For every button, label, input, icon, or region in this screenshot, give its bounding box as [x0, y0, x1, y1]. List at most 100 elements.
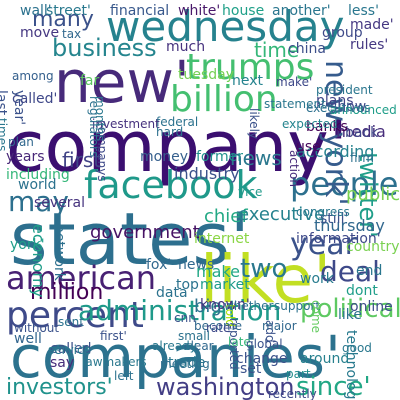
word: several [34, 195, 86, 211]
word: company' [6, 106, 348, 188]
word: people' [290, 165, 400, 203]
word: banks [306, 119, 348, 135]
word: year [290, 227, 357, 262]
word: first' [100, 329, 127, 343]
word: american [6, 259, 156, 297]
word: called [50, 341, 92, 357]
word: left [114, 369, 134, 383]
word: new' [54, 48, 190, 116]
word: thursday [314, 216, 385, 235]
word: called' [12, 91, 58, 107]
word: billion [170, 79, 278, 120]
word: market [200, 277, 250, 293]
word: among [12, 69, 54, 83]
word: time [254, 38, 300, 62]
word: chief [204, 206, 248, 227]
word: trumps [186, 47, 315, 88]
word: global [246, 337, 283, 351]
word: percent [6, 295, 144, 336]
word: former [196, 149, 244, 165]
word: show [330, 99, 367, 115]
word: political [300, 294, 400, 324]
word: lawmakers [82, 355, 147, 369]
word: next [232, 73, 264, 89]
word: china [288, 41, 326, 57]
word: service [48, 343, 91, 357]
word: made' [350, 17, 394, 33]
word: two [240, 254, 288, 284]
word: last [0, 90, 9, 116]
word: federal [156, 115, 199, 129]
word: network [51, 224, 67, 281]
word: months [93, 96, 107, 142]
word: business [52, 34, 157, 62]
word: white' [178, 3, 221, 19]
word: deal [320, 255, 380, 288]
word: million [30, 280, 104, 305]
word: plans [316, 93, 354, 109]
word: information' [296, 231, 381, 247]
word: still' [320, 211, 349, 227]
word: set [240, 361, 262, 377]
word: companies' [10, 323, 341, 391]
word: likely [247, 108, 261, 140]
word: make' [276, 75, 313, 89]
word: government [90, 222, 200, 243]
word: vice [238, 185, 263, 199]
word: york' [10, 237, 45, 253]
word: first [62, 148, 102, 172]
word: online [350, 299, 393, 315]
word: news' [178, 257, 219, 273]
word: late [228, 335, 251, 349]
word: expected [282, 117, 338, 131]
word: facebook [84, 163, 258, 207]
word: cnn [174, 311, 196, 325]
word: group [322, 25, 363, 41]
word: street' [46, 3, 91, 19]
word: back [345, 125, 379, 141]
word: come [309, 300, 323, 334]
word: recently [268, 387, 317, 400]
word: less' [348, 3, 379, 19]
word: tuesday [178, 67, 235, 83]
word: investors' [6, 375, 113, 400]
word: already [152, 339, 197, 353]
word: may [8, 185, 70, 218]
word: including [6, 167, 70, 183]
word: hard [156, 125, 184, 139]
word: public' [346, 184, 400, 205]
word: known' [200, 297, 250, 313]
word: plan [8, 135, 34, 149]
word: small [178, 329, 210, 343]
word: according [296, 142, 375, 161]
word: congress [296, 205, 350, 219]
word: major [262, 319, 297, 333]
word: well [14, 331, 42, 347]
word: top [176, 277, 199, 293]
word: administration [78, 294, 282, 327]
word: move [20, 25, 60, 41]
word: rate [206, 321, 231, 335]
word: end [356, 263, 383, 279]
word: work [300, 271, 334, 287]
word: trade [168, 355, 206, 371]
word: change [236, 351, 288, 367]
word: washington [156, 373, 295, 400]
word: fox' [146, 257, 172, 273]
word: use [296, 139, 321, 155]
word: rules' [350, 37, 389, 53]
word: states' [10, 197, 250, 281]
word: media [336, 122, 386, 141]
word: money [140, 149, 188, 165]
word: firm [350, 151, 374, 165]
word: like' [200, 241, 332, 318]
word: world [18, 177, 57, 193]
word: statement [264, 97, 326, 111]
word: many [32, 7, 94, 32]
word: internet [194, 231, 250, 247]
word: financial [110, 3, 170, 19]
word: news [230, 146, 282, 170]
word: action [287, 150, 301, 187]
word: far [80, 73, 100, 89]
